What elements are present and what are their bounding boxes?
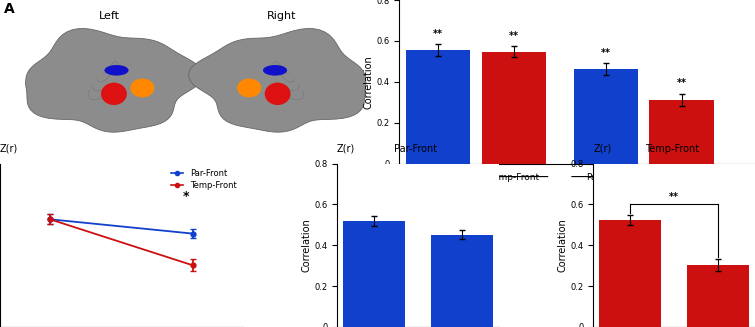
Bar	[687, 265, 749, 327]
Text: **: **	[669, 192, 679, 202]
Bar	[343, 221, 405, 327]
Text: **: **	[433, 29, 443, 39]
Polygon shape	[26, 28, 203, 132]
Text: Z(r): Z(r)	[337, 144, 356, 154]
Bar	[482, 51, 546, 164]
Polygon shape	[189, 28, 366, 132]
Text: **: **	[676, 78, 686, 89]
Text: Right: Right	[267, 11, 297, 21]
Ellipse shape	[131, 78, 155, 97]
Text: *: *	[182, 190, 189, 203]
Y-axis label: Correlation: Correlation	[363, 55, 373, 109]
Bar	[599, 220, 661, 327]
Text: Z(r): Z(r)	[593, 144, 612, 154]
Text: Z(r): Z(r)	[0, 144, 18, 154]
Text: Right: Right	[630, 190, 658, 200]
Text: Left: Left	[466, 190, 486, 200]
Ellipse shape	[101, 83, 127, 105]
Text: **: **	[509, 31, 519, 41]
Ellipse shape	[104, 65, 128, 76]
Bar	[649, 100, 713, 164]
Y-axis label: Correlation: Correlation	[557, 218, 568, 272]
Bar	[574, 69, 638, 164]
Ellipse shape	[263, 65, 287, 76]
Y-axis label: Correlation: Correlation	[301, 218, 311, 272]
Bar	[406, 50, 470, 164]
Bar	[431, 235, 493, 327]
Ellipse shape	[265, 83, 291, 105]
Legend: Par-Front, Temp-Front: Par-Front, Temp-Front	[169, 168, 239, 192]
Text: **: **	[601, 48, 611, 58]
Text: Left: Left	[99, 11, 120, 21]
Ellipse shape	[237, 78, 261, 97]
Text: Temp-Front: Temp-Front	[645, 144, 699, 154]
Text: A: A	[4, 2, 14, 16]
Text: Par-Front: Par-Front	[393, 144, 437, 154]
